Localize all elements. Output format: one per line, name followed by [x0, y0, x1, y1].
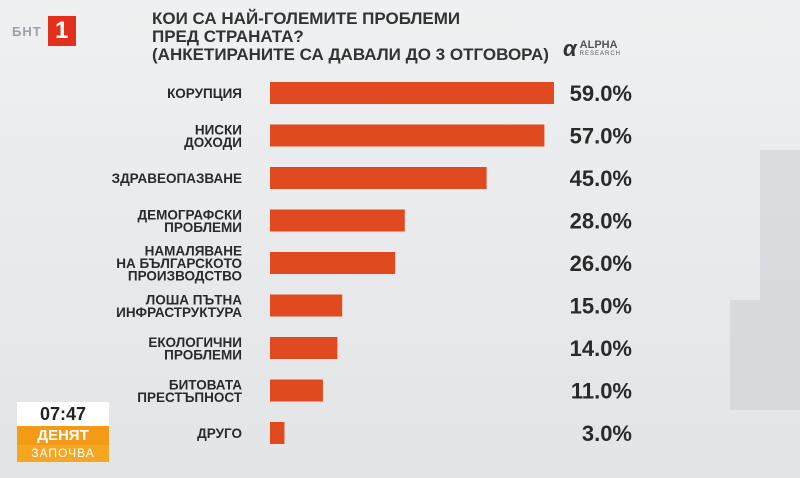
category-label: ЕКОЛОГИЧНИ: [148, 335, 242, 350]
bar: [270, 82, 554, 104]
category-label: НИСКИ: [195, 122, 242, 137]
category-label: ПРОБЛЕМИ: [164, 220, 242, 235]
category-label: НАМАЛЯВАНЕ: [145, 244, 242, 259]
program-name-line2: ЗАПОЧВА: [17, 445, 109, 462]
channel-logo-text: БНТ: [12, 23, 42, 39]
category-label: БИТОВАТА: [169, 377, 242, 392]
value-label: 59.0%: [570, 81, 632, 106]
program-name-line1: ДЕНЯТ: [17, 426, 109, 445]
channel-logo: БНТ 1: [12, 16, 76, 46]
value-label: 57.0%: [570, 124, 632, 149]
bar: [270, 252, 396, 274]
category-label: ПРОБЛЕМИ: [164, 347, 242, 362]
bar: [270, 294, 343, 317]
category-label: ДЕМОГРАФСКИ: [138, 207, 242, 222]
background-decoration-2: [730, 300, 760, 410]
category-label: КОРУПЦИЯ: [167, 86, 242, 101]
category-label: ПРЕСТЪПНОСТ: [137, 390, 242, 405]
bar: [270, 337, 338, 359]
chart-title-line2: ПРЕД СТРАНАТА?: [152, 27, 304, 46]
source-logo-name: ALPHA: [579, 39, 618, 51]
bar: [270, 422, 285, 444]
value-label: 28.0%: [570, 209, 632, 234]
alpha-logo-icon: α: [563, 36, 577, 61]
value-label: 11.0%: [571, 379, 632, 404]
category-label: ПРОИЗВОДСТВО: [128, 269, 242, 284]
value-label: 45.0%: [570, 166, 632, 191]
category-label: ДРУГО: [197, 426, 242, 441]
source-logo: α ALPHA RESEARCH: [563, 36, 621, 62]
channel-number-icon: 1: [47, 16, 76, 46]
chart-title-block: КОИ СА НАЙ-ГОЛЕМИТЕ ПРОБЛЕМИ ПРЕД СТРАНА…: [152, 10, 572, 64]
background-decoration: [760, 150, 800, 410]
value-label: 15.0%: [570, 294, 632, 319]
bar: [270, 379, 323, 402]
value-label: 14.0%: [570, 336, 632, 361]
clock-widget: 07:47 ДЕНЯТ ЗАПОЧВА: [17, 402, 109, 462]
clock-time: 07:47: [17, 402, 109, 426]
chart-title-line1: КОИ СА НАЙ-ГОЛЕМИТЕ ПРОБЛЕМИ: [152, 9, 461, 28]
bar: [270, 124, 545, 147]
value-label: 26.0%: [570, 251, 632, 276]
category-label: ЗДРАВЕОПАЗВАНЕ: [112, 171, 242, 186]
value-label: 3.0%: [582, 421, 632, 446]
chart-subtitle: (АНКЕТИРАНИТЕ СА ДАВАЛИ ДО 3 ОТГОВОРА): [152, 45, 549, 64]
source-logo-sub: RESEARCH: [579, 51, 621, 57]
category-label: НА БЪЛГАРСКОТО: [116, 256, 242, 271]
category-label: ДОХОДИ: [184, 135, 242, 150]
category-label: ЛОША ПЪТНА: [146, 292, 242, 307]
category-label: ИНФРАСТРУКТУРА: [116, 305, 242, 320]
bar: [270, 167, 487, 189]
bar: [270, 209, 405, 232]
